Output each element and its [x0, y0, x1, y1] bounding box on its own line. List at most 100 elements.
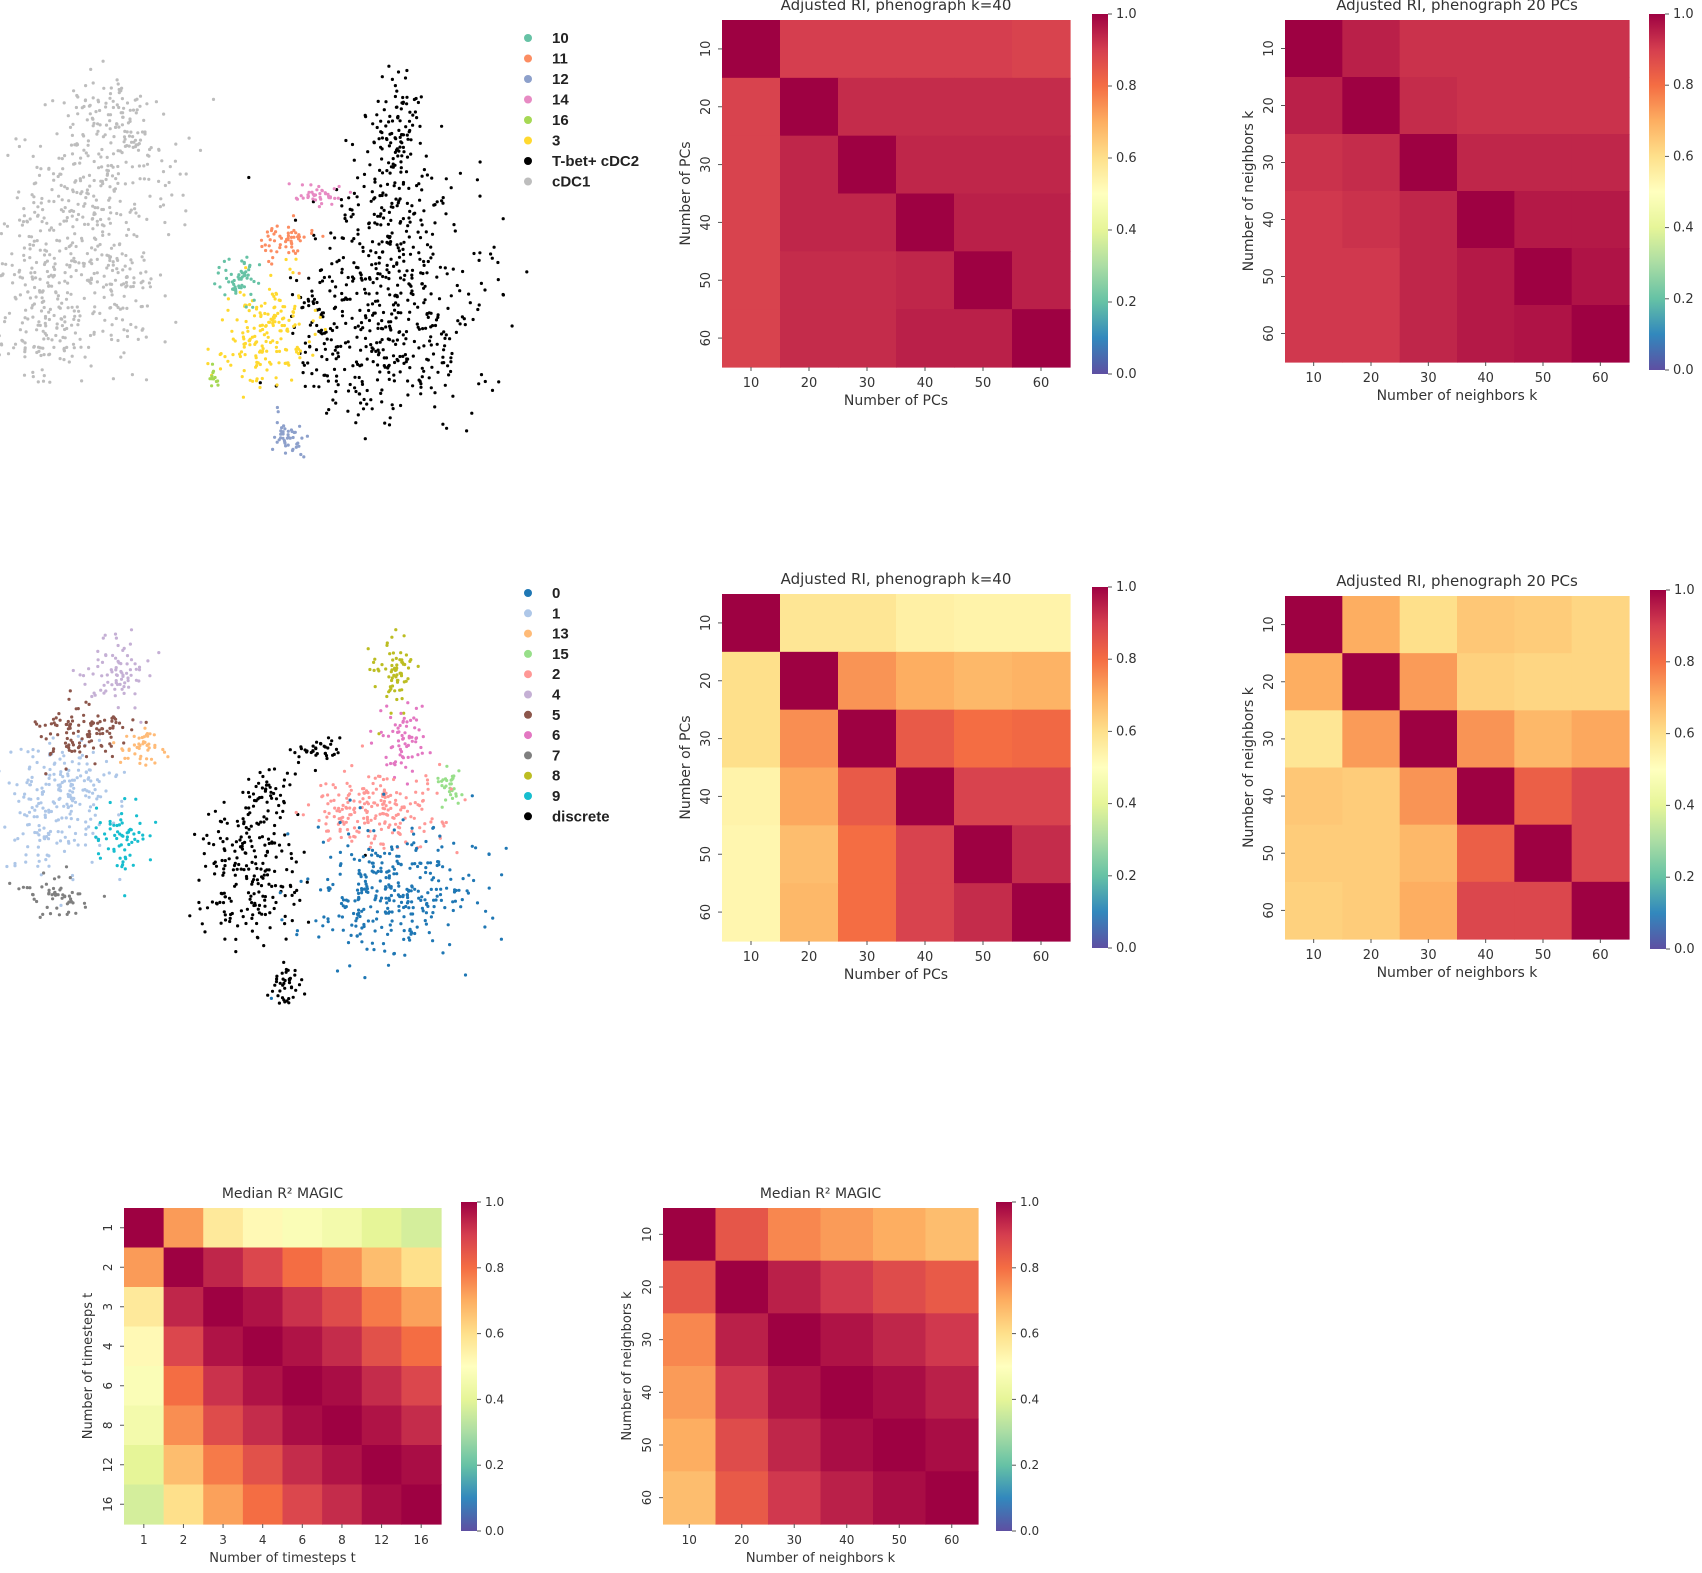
umap-point [448, 337, 452, 341]
umap-point [388, 923, 392, 927]
umap-point [22, 246, 26, 250]
umap-point [293, 218, 298, 222]
umap-point [32, 815, 36, 819]
umap-point [223, 895, 227, 899]
umap-point [158, 273, 163, 277]
umap-point [145, 757, 149, 761]
umap-point [401, 662, 405, 666]
umap-point [397, 904, 401, 908]
umap-point [484, 909, 488, 913]
umap-point [147, 742, 151, 746]
umap-point [55, 132, 59, 136]
umap-point [269, 794, 273, 798]
x-tick-label: 20 [1363, 371, 1380, 386]
umap-point [113, 302, 117, 306]
umap-point [31, 154, 35, 158]
umap-point [410, 843, 414, 847]
umap-point [93, 248, 97, 252]
umap-point [287, 1001, 291, 1005]
umap-point [394, 668, 398, 672]
umap-point [341, 803, 345, 808]
heatmap-cell [203, 1247, 244, 1288]
umap-point [68, 812, 72, 816]
heatmap-cell [1514, 596, 1573, 654]
umap-point [43, 815, 48, 820]
umap-point [71, 743, 75, 747]
umap-point [379, 869, 383, 874]
umap-point [477, 258, 481, 262]
umap-point [138, 821, 142, 826]
umap-point [73, 260, 77, 264]
heatmap-cell [1457, 824, 1515, 883]
umap-point [395, 697, 399, 702]
umap-point [363, 879, 367, 884]
legend-label: 11 [552, 51, 568, 68]
umap-point [370, 407, 374, 411]
umap-point [65, 291, 70, 295]
y-tick-label: 50 [699, 846, 714, 863]
umap-point [369, 199, 373, 203]
umap-point [0, 769, 1, 773]
umap-point [110, 719, 114, 723]
heatmap-cell [203, 1484, 244, 1525]
umap-point [399, 107, 403, 111]
umap-point [362, 397, 366, 402]
umap-point [429, 256, 433, 260]
umap-point [478, 251, 482, 255]
umap-point [296, 249, 300, 253]
umap-point [372, 660, 376, 665]
colorbar-tick-label: 0.2 [485, 1458, 504, 1472]
umap-point [390, 635, 394, 639]
umap-point [116, 643, 120, 648]
umap-point [116, 82, 120, 86]
umap-point [121, 860, 125, 864]
umap-point [510, 324, 514, 328]
umap-point [35, 760, 39, 765]
umap-point [370, 869, 374, 873]
umap-point [88, 260, 92, 264]
umap-point [416, 864, 420, 869]
umap-point [280, 918, 284, 922]
legend-label: 13 [552, 626, 569, 643]
umap-point [353, 386, 357, 390]
umap-point [60, 780, 64, 785]
umap-point [76, 212, 81, 217]
umap-point [287, 981, 292, 985]
umap-point [111, 152, 116, 156]
umap-point [357, 882, 361, 886]
umap-point [410, 829, 414, 834]
heatmap-cell [1571, 20, 1630, 78]
umap-point [343, 213, 347, 217]
umap-point [223, 859, 227, 863]
heatmap-cell [1514, 191, 1573, 249]
umap-point [218, 819, 222, 823]
umap-point [40, 296, 44, 300]
umap-point [53, 778, 57, 782]
umap-point [111, 260, 115, 264]
umap-point [277, 1001, 281, 1005]
umap-point [128, 267, 132, 271]
umap-point [42, 826, 46, 830]
umap-point [321, 794, 325, 798]
y-tick-label: 30 [1262, 731, 1277, 748]
umap-point [38, 144, 43, 148]
umap-point [61, 775, 65, 779]
umap-point [245, 326, 249, 330]
umap-point [287, 251, 291, 255]
umap-point [46, 281, 50, 285]
umap-point [395, 803, 399, 807]
umap-point [362, 907, 366, 912]
heatmap-cell [163, 1326, 204, 1367]
umap-point [383, 421, 387, 425]
heatmap-cell [896, 594, 955, 653]
umap-point [479, 373, 484, 377]
umap-point [297, 444, 301, 448]
umap-point [391, 865, 395, 869]
umap-point [245, 255, 249, 259]
y-tick-label: 60 [699, 904, 714, 921]
colorbar-tick-label: 0.6 [1020, 1327, 1039, 1341]
umap-point [383, 365, 387, 369]
umap-point [397, 255, 402, 259]
umap-point [139, 720, 143, 724]
umap-point [108, 822, 112, 826]
